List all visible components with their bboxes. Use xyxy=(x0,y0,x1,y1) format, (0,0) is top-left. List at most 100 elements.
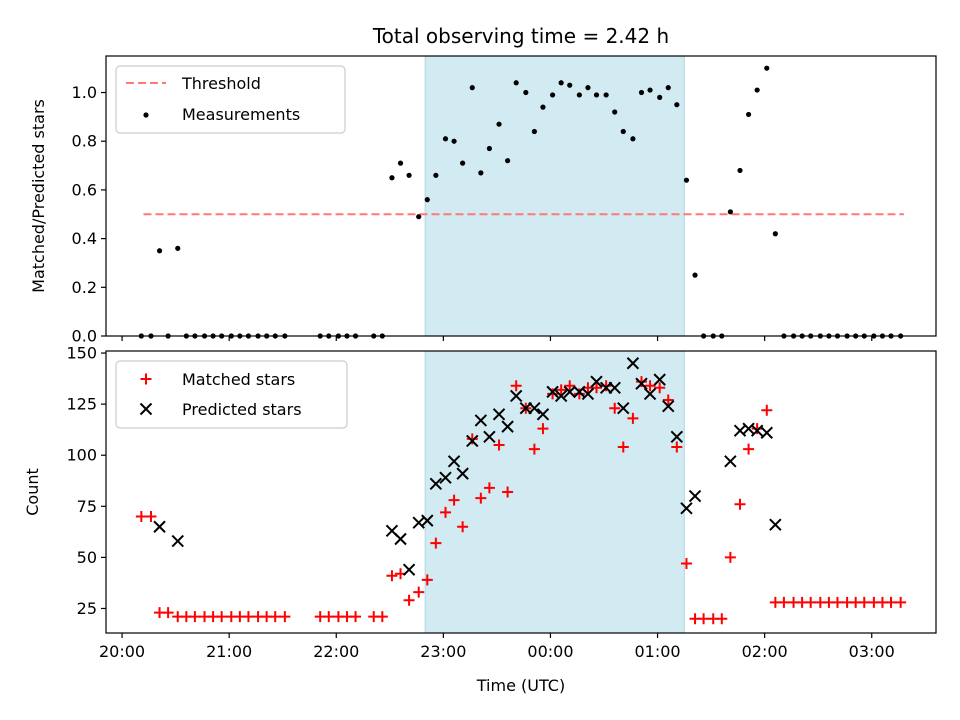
matched-star-marker xyxy=(162,607,174,619)
matched-star-marker xyxy=(831,596,843,608)
legend-predicted-swatch xyxy=(139,402,153,416)
matched-star-marker xyxy=(751,423,763,435)
matched-star-marker xyxy=(466,433,478,445)
top-legend-box xyxy=(115,65,346,134)
matched-star-marker xyxy=(279,611,291,623)
predicted-star-marker xyxy=(688,489,702,503)
predicted-star-marker xyxy=(466,434,479,448)
measurement-point xyxy=(406,172,412,178)
predicted-star-marker xyxy=(153,520,166,533)
predicted-star-marker xyxy=(670,430,684,444)
matched-star-marker xyxy=(743,443,755,455)
matched-star-marker xyxy=(805,596,817,608)
matched-star-marker xyxy=(376,611,388,623)
matched-star-marker xyxy=(421,574,433,586)
measurement-point xyxy=(523,89,529,96)
predicted-star-marker xyxy=(617,402,630,415)
chart-title: Total observing time = 2.42 h xyxy=(372,24,669,48)
bottom-y-tick-label: 25 xyxy=(77,599,97,618)
predicted-star-marker xyxy=(439,471,452,484)
measurement-point xyxy=(647,87,653,93)
measurement-point xyxy=(603,92,609,98)
x-tick-label: 21:00 xyxy=(206,642,252,661)
measurement-point xyxy=(630,136,636,142)
top-y-axis-label: Matched/Predicted stars xyxy=(29,99,48,293)
matched-star-marker xyxy=(439,506,451,518)
measurement-point xyxy=(433,172,439,178)
bottom-legend-box xyxy=(115,360,348,429)
predicted-star-marker xyxy=(590,375,603,388)
measurement-point xyxy=(496,121,502,127)
legend-predicted-marker xyxy=(139,402,153,416)
top-panel: 0.0 0.2 0.4 0.6 0.8 1.0 Total observing time … xyxy=(29,24,937,346)
matched-star-marker xyxy=(475,492,487,504)
matched-star-marker xyxy=(528,443,540,455)
matched-star-marker xyxy=(555,384,567,396)
matched-star-marker xyxy=(591,382,603,394)
predicted-star-marker xyxy=(680,502,693,515)
matched-star-marker xyxy=(547,388,559,400)
matched-star-marker xyxy=(189,611,201,623)
x-tick-label: 02:00 xyxy=(742,642,788,661)
x-tick-label: 03:00 xyxy=(849,642,895,661)
predicted-star-marker xyxy=(429,477,443,491)
measurement-point xyxy=(576,92,582,98)
top-observing-window xyxy=(424,55,685,337)
measurement-point xyxy=(416,214,422,220)
matched-star-marker xyxy=(386,570,398,582)
measurement-point xyxy=(505,158,511,164)
matched-star-marker xyxy=(644,380,656,392)
matched-star-marker xyxy=(573,388,585,400)
matched-star-marker xyxy=(724,551,736,563)
predicted-star-marker xyxy=(608,381,621,394)
matched-star-marker xyxy=(654,382,666,394)
matched-star-marker xyxy=(778,596,790,608)
measurement-point xyxy=(657,94,663,100)
matched-star-marker xyxy=(761,404,773,416)
bottom-panel: 25 50 75 100 125 150 20:00 21:00 22:00 23:00 00:0… xyxy=(23,344,937,695)
bottom-x-ticks: 20:00 21:00 22:00 23:00 00:00 01:00 02:00 03:00 xyxy=(99,633,895,661)
bottom-y-ticks: 25 50 75 100 125 150 xyxy=(66,344,106,618)
predicted-star-marker xyxy=(456,467,469,480)
top-x-ticks xyxy=(121,336,873,341)
bottom-y-tick-label: 50 xyxy=(77,548,97,567)
measurement-point xyxy=(460,160,466,166)
top-y-tick-label: 0.4 xyxy=(72,229,97,248)
matched-star-marker xyxy=(216,611,228,623)
measurement-point xyxy=(585,85,591,91)
predicted-star-marker xyxy=(474,414,488,427)
matched-star-marker xyxy=(895,596,907,608)
predicted-star-marker xyxy=(563,385,576,399)
predicted-star-marker xyxy=(546,385,559,399)
measurement-point xyxy=(683,177,690,183)
bottom-y-tick-label: 75 xyxy=(77,497,97,516)
bottom-axes-frame xyxy=(105,350,937,634)
measurement-point xyxy=(754,87,760,93)
matched-star-marker xyxy=(617,441,629,453)
matched-star-marker xyxy=(671,441,683,453)
matched-star-marker xyxy=(885,596,897,608)
top-axes-frame xyxy=(105,55,937,337)
predicted-star-marker xyxy=(769,518,782,531)
x-tick-label: 01:00 xyxy=(634,642,680,661)
top-y-tick-label: 0.2 xyxy=(72,278,97,297)
measurement-point xyxy=(442,136,449,142)
x-tick-label: 22:00 xyxy=(313,642,359,661)
predicted-star-marker xyxy=(483,430,496,444)
measurement-point xyxy=(737,167,743,174)
matched-star-marker xyxy=(600,380,612,392)
measurement-point xyxy=(156,248,163,254)
legend-matched-swatch xyxy=(140,373,152,385)
measurement-point xyxy=(772,231,778,237)
matched-star-marker xyxy=(510,380,522,392)
measurement-point xyxy=(745,111,752,118)
predicted-star-marker xyxy=(509,389,523,403)
x-tick-label: 00:00 xyxy=(527,642,573,661)
matched-star-marker xyxy=(537,423,549,435)
measurement-point xyxy=(451,138,457,144)
predicted-star-marker xyxy=(536,408,550,421)
legend-predicted-label: Predicted stars xyxy=(182,400,302,419)
measurement-point xyxy=(727,209,733,215)
matched-star-marker xyxy=(698,613,710,625)
predicted-star-marker xyxy=(447,455,461,468)
